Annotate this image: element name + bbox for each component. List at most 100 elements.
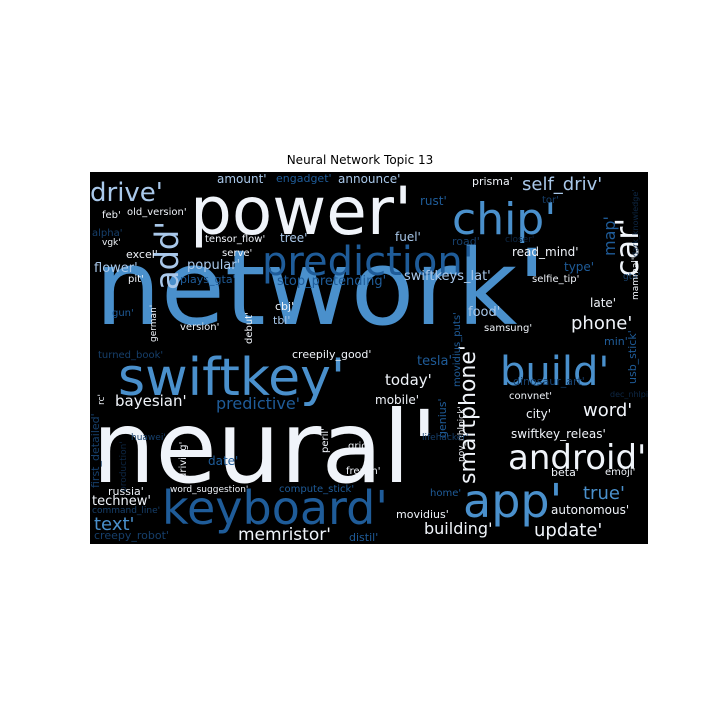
word-german: german' [149,305,159,342]
word-power: power' [190,173,412,250]
word-food: food' [468,305,500,320]
word-tensor-flow: tensor_flow' [205,234,265,245]
word-tbl: tbl' [273,314,290,327]
word-stop-pretending: stop_pretending' [277,274,386,289]
word-cbj: cbj' [275,300,294,313]
word-build: build' [500,349,609,395]
word-network: network' [95,227,546,349]
word-technew: technew' [92,494,151,509]
word-type: type' [564,260,594,274]
word-debut: debut' [244,312,255,344]
word-phone: phone' [571,313,632,334]
word-drive: drive' [90,178,163,208]
word-feb: feb' [102,210,121,221]
word-prisma: prisma' [472,175,513,188]
word-self-driv: self_driv' [522,174,602,195]
word-gta: gta' [623,272,640,282]
word-engadget: engadget' [276,172,332,185]
word-production: production' [119,441,129,492]
word-alpha: alpha' [92,228,122,239]
word-pit: pit' [128,274,144,285]
word-app: app' [463,474,562,528]
word-fuel: fuel' [395,230,421,244]
word-map: map' [600,216,619,256]
word-bayesian: bayesian' [115,392,187,410]
word-compute-stick: compute_stick' [279,484,354,495]
word-keyboard: keyboard' [162,481,388,535]
word-samsung: samsung' [484,323,532,334]
word-memristor: memristor' [238,525,331,544]
word-genius: genius' [436,398,449,438]
word-tor: tor' [542,195,559,206]
word-old-version: old_version' [127,207,187,218]
word-road: road' [452,235,480,248]
word-gun: gun' [112,308,134,319]
word-selfie-tip: selfie_tip' [532,274,579,285]
word-android: android' [508,438,646,478]
word-command-line: command_line' [92,506,160,516]
word-late: late' [590,296,616,310]
word-min: min' [604,335,628,348]
word-serve: serve' [222,248,252,259]
word-home: home' [430,488,461,499]
word-word: word' [583,400,632,421]
word-plays-gta: plays_gta' [180,273,236,286]
word-smartphone: smartphone' [456,345,481,484]
word-chip: chip' [452,194,556,245]
word-cloud: network' neural' power' swiftkey' keyboard' p… [90,172,648,544]
word-date: date' [208,454,238,468]
word-dark-knowledge: dark_knowledge' [631,190,640,257]
word-version: version' [180,322,219,333]
word-update: update' [534,520,602,541]
word-grid: grid' [348,441,370,452]
word-french: french' [346,466,381,477]
word-swiftkey-releas: swiftkey_releas' [511,427,606,441]
word-building: building' [424,519,492,538]
word-amount: amount' [217,172,267,186]
word-rc: rc' [97,394,107,405]
word-word-suggestion: word_suggestion' [170,485,248,495]
word-russia: russia' [108,485,144,498]
word-convnet: convnet' [509,391,552,402]
word-movidius: movidius' [396,508,449,521]
word-text: text' [94,514,134,535]
word-swiftkeys-lat: swiftkeys_lat' [404,269,491,284]
word-swiftkey: swiftkey' [118,348,345,408]
word-mammal: mammal' [631,258,641,300]
word-true: true' [583,483,625,504]
word-neural: neural' [92,389,438,506]
word-prediction: prediction' [262,239,474,285]
word-car: car' [608,218,646,277]
word-excel: excel' [126,248,158,261]
word-announce: announce' [338,172,400,186]
word-today: today' [385,371,432,389]
word-movidius-puts: movidius_puts' [452,312,463,387]
word-dec-nhlpick: dec_nhlpick' [610,390,648,399]
word-mobile: mobile' [375,393,419,407]
word-distil: distil' [349,531,378,544]
word-tesla: tesla' [417,354,452,369]
chart-title: Neural Network Topic 13 [286,153,434,167]
word-lifehacker: lifehacker' [422,433,468,443]
word-huawei: huawei' [131,433,166,443]
word-beta: beta' [551,466,579,479]
word-autonomous: autonomous' [551,503,629,517]
word-popular: popular' [187,258,240,273]
word-rust: rust' [420,194,447,208]
word-city: city' [526,407,551,421]
word-closer: closer' [505,235,534,245]
word-flower: flower' [94,261,138,276]
word-first-detailed: first_detailed' [90,413,102,488]
word-creepy-robot: creepy_robot' [94,529,169,542]
word-creepily-good: creepily_good' [292,348,371,361]
word-vgk: vgk' [102,238,121,248]
word-driving: driving' [178,442,189,479]
word-tree: tree' [280,231,307,245]
word-read-mind: read_mind' [512,245,579,259]
word-usb-stick: usb_stick' [626,330,639,384]
word-add: add' [148,221,186,290]
word-cloud-canvas: network' neural' power' swiftkey' keyboard' p… [90,172,648,544]
word-dinosaur-art: dinosaur_art' [513,375,585,388]
word-peril: peril' [320,428,331,453]
word-turned-book: turned_book' [98,350,163,361]
